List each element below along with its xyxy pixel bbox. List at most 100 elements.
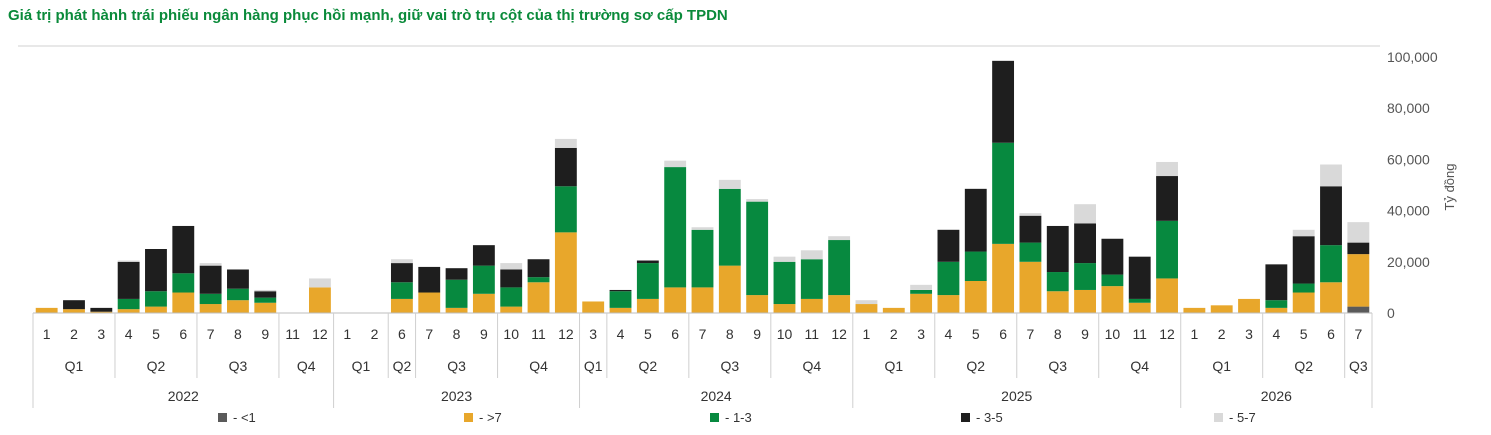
bar-segment (500, 287, 523, 307)
quarter-label: Q1 (884, 358, 903, 374)
bar-segment (1128, 298, 1151, 303)
bar-segment (582, 301, 605, 313)
month-tick-label: 8 (453, 326, 461, 342)
quarter-label: Q2 (1294, 358, 1313, 374)
bar-segment (1320, 186, 1342, 246)
bar-segment (1265, 307, 1288, 313)
bar-segment (773, 304, 796, 313)
quarter-label: Q2 (639, 358, 658, 374)
month-tick-label: 8 (234, 326, 242, 342)
bar-segment (1156, 278, 1178, 313)
bar-segment (964, 188, 987, 252)
month-tick-label: 12 (1159, 326, 1175, 342)
bar-segment (1046, 291, 1069, 313)
bar-segment (145, 306, 167, 313)
bar-segment (1019, 242, 1042, 262)
legend-swatch (710, 413, 719, 422)
bar-segment (1292, 283, 1315, 293)
quarter-label: Q1 (584, 358, 603, 374)
month-tick-label: 2 (890, 326, 898, 342)
bar-segment (937, 229, 960, 262)
bar-segment (418, 292, 441, 313)
bar-segment (910, 284, 933, 290)
bar-segment (1265, 264, 1288, 301)
bar-segment (910, 293, 933, 313)
bar-segment (609, 291, 632, 308)
month-tick-label: 7 (1354, 326, 1362, 342)
quarter-label: Q2 (393, 358, 412, 374)
month-tick-label: 7 (425, 326, 433, 342)
month-tick-label: 9 (480, 326, 488, 342)
bar-segment (964, 251, 987, 281)
bar-segment (227, 300, 249, 313)
bar-segment (855, 304, 878, 313)
bar-segment (1128, 302, 1151, 313)
bar-segment (1019, 261, 1042, 313)
quarter-label: Q2 (147, 358, 166, 374)
month-tick-label: 5 (152, 326, 160, 342)
bar-segment (800, 259, 823, 299)
bar-segment (527, 277, 550, 283)
bar-segment (964, 281, 987, 313)
bar-segment (1156, 161, 1178, 177)
bar-segment (254, 297, 277, 303)
month-tick-label: 3 (917, 326, 925, 342)
month-tick-label: 2 (371, 326, 379, 342)
bar-segment (390, 259, 413, 264)
month-tick-label: 1 (1190, 326, 1198, 342)
bar-segment (145, 291, 167, 307)
bar-segment (910, 289, 933, 294)
month-tick-label: 6 (179, 326, 187, 342)
month-tick-label: 11 (285, 326, 300, 342)
month-tick-label: 12 (831, 326, 847, 342)
quarter-label: Q3 (229, 358, 248, 374)
month-tick-label: 3 (1245, 326, 1253, 342)
bar-segment (199, 304, 222, 313)
bar-segment (308, 287, 331, 313)
bar-segment (1101, 238, 1124, 275)
bar-segment (472, 293, 495, 313)
bar-segment (937, 261, 960, 296)
bar-segment (199, 263, 222, 266)
bar-segment (1156, 176, 1178, 221)
bar-segment (636, 263, 659, 299)
month-tick-label: 4 (945, 326, 953, 342)
month-tick-label: 6 (999, 326, 1007, 342)
legend-label: - <1 (233, 410, 256, 425)
bar-segment (227, 288, 249, 301)
bar-segment (691, 287, 714, 313)
quarter-label: Q4 (802, 358, 821, 374)
legend-swatch (961, 413, 970, 422)
quarter-label: Q3 (1048, 358, 1067, 374)
quarter-label: Q2 (966, 358, 985, 374)
bar-segment (855, 300, 878, 305)
bar-segment (145, 249, 167, 292)
month-tick-label: 9 (753, 326, 761, 342)
bar-segment (554, 186, 577, 233)
bar-segment (308, 278, 331, 288)
bar-segment (90, 307, 113, 312)
month-tick-label: 5 (644, 326, 652, 342)
bar-segment (882, 307, 905, 313)
quarter-label: Q3 (447, 358, 466, 374)
bar-segment (500, 306, 523, 313)
quarter-label: Q3 (720, 358, 739, 374)
bar-segment (800, 250, 823, 260)
quarter-label: Q4 (1130, 358, 1149, 374)
bar-segment (1292, 292, 1315, 313)
legend-swatch (464, 413, 473, 422)
bar-segment (691, 227, 714, 230)
legend-label: - 1-3 (725, 410, 752, 425)
bar-segment (445, 307, 468, 313)
y-tick-label: 60,000 (1387, 151, 1430, 167)
bar-segment (718, 265, 741, 313)
bar-segment (63, 309, 85, 313)
bar-segment (1074, 263, 1097, 290)
bar-segment (554, 147, 577, 187)
bar-segment (390, 298, 413, 313)
bar-segment (746, 201, 769, 296)
month-tick-label: 9 (261, 326, 269, 342)
bar-segment (773, 256, 796, 262)
bar-segment (254, 302, 277, 313)
